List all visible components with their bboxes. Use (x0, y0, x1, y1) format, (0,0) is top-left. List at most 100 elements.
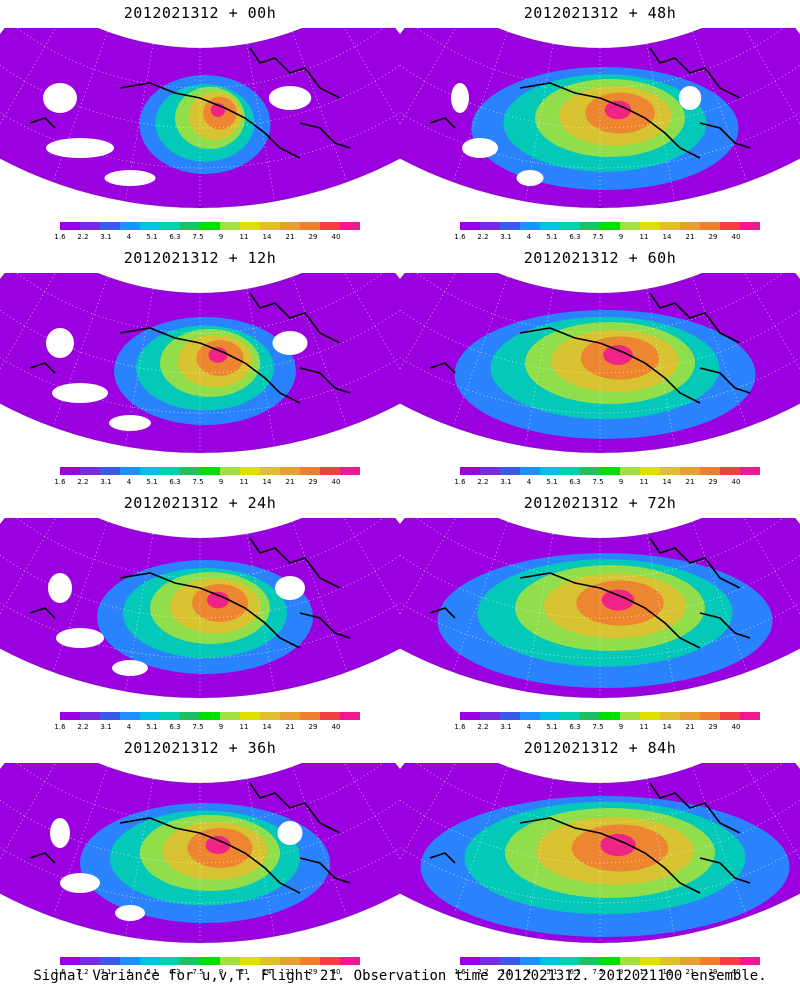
colorbar-swatch (660, 222, 680, 230)
map-outline (0, 28, 400, 209)
map-panel: 2012021312 + 48h 1.6 2.2 3.1 4 5.1 6.3 7.5 9 11 1… (400, 0, 800, 245)
graticule-meridian (0, 28, 66, 151)
coastline (29, 47, 351, 159)
colorbar-tick-label: 6.3 (169, 968, 181, 976)
colorbar-swatch (560, 222, 580, 230)
colorbar-tick-label: 6.3 (169, 723, 181, 731)
graticule-meridian (400, 763, 466, 886)
colorbar-tick-label: 9 (618, 723, 624, 731)
colorbar-swatch (180, 222, 200, 230)
colorbar-tick-label: 1.6 (454, 968, 466, 976)
colorbar-tick-label: 29 (708, 968, 718, 976)
colorbar-swatch (140, 712, 160, 720)
low-variance-patch (516, 170, 544, 186)
colorbar-swatch (540, 222, 560, 230)
colorbar-tick-label: 5.1 (146, 723, 158, 731)
colorbar-tick-label: 7.5 (592, 233, 604, 241)
low-variance-patch (109, 415, 151, 431)
colorbar-tick-label: 6.3 (569, 723, 581, 731)
colorbar-tick-label: 9 (618, 478, 624, 486)
colorbar-swatch (80, 957, 100, 965)
colorbar-swatch (320, 467, 340, 475)
graticule-parallel (400, 53, 800, 129)
colorbar-tick-label: 9 (218, 233, 224, 241)
colorbar-swatch (480, 712, 500, 720)
colorbar-tick-label: 6.3 (569, 478, 581, 486)
colorbar-tick-label: 4 (126, 233, 132, 241)
colorbar-tick-label: 1.6 (54, 968, 66, 976)
colorbar (460, 467, 760, 475)
colorbar-tick-label: 21 (285, 233, 295, 241)
low-variance-patch (46, 328, 74, 358)
colorbar-tick-label: 40 (331, 968, 341, 976)
colorbar-tick-label: 11 (239, 233, 249, 241)
colorbar-tick-label: 21 (285, 968, 295, 976)
colorbar-swatch (580, 222, 600, 230)
colorbar-swatch (520, 222, 540, 230)
colorbar-swatch (280, 467, 300, 475)
colorbar-tick-label: 1.6 (54, 233, 66, 241)
low-variance-patch (48, 573, 72, 603)
colorbar-swatch (720, 467, 740, 475)
colorbar-swatch (720, 957, 740, 965)
colorbar (60, 957, 360, 965)
low-variance-patch (268, 86, 312, 110)
colorbar-swatch (280, 712, 300, 720)
colorbar-swatch (220, 222, 240, 230)
coastline (429, 782, 751, 894)
colorbar-tick-label: 40 (331, 478, 341, 486)
colorbar-swatch (280, 957, 300, 965)
colorbar-swatch (120, 957, 140, 965)
colorbar-swatch (660, 957, 680, 965)
graticule-meridian (52, 276, 108, 428)
map-panel: 2012021312 + 36h 1.6 2.2 3.1 4 5.1 6.3 7.5 9 11 1… (0, 735, 400, 980)
colorbar-tick-label: 2.2 (477, 478, 489, 486)
colorbar-swatch (680, 957, 700, 965)
low-variance-patch (43, 83, 77, 113)
graticule-meridian (52, 31, 108, 183)
colorbar-swatch (520, 467, 540, 475)
colorbar-tick-label: 14 (262, 233, 272, 241)
colorbar-swatch (200, 957, 220, 965)
colorbar-swatch (680, 222, 700, 230)
variance-contour (208, 347, 228, 363)
colorbar-swatch (540, 712, 560, 720)
panel-title: 2012021312 + 12h (123, 249, 277, 267)
colorbar-swatch (340, 222, 360, 230)
colorbar-tick-label: 3.1 (500, 233, 512, 241)
colorbar-swatch (100, 467, 120, 475)
colorbar-swatch (100, 222, 120, 230)
low-variance-patch (451, 83, 469, 113)
variance-contour (207, 591, 229, 609)
coastline (429, 537, 751, 649)
colorbar-tick-label: 29 (708, 233, 718, 241)
colorbar-tick-label: 14 (662, 233, 672, 241)
colorbar-tick-label: 40 (731, 723, 741, 731)
colorbar-tick-label: 5.1 (546, 233, 558, 241)
variance-contour (600, 833, 636, 857)
colorbar-swatch (460, 957, 480, 965)
graticule-parallel (0, 543, 400, 619)
colorbar-swatch (120, 222, 140, 230)
graticule-meridian (452, 31, 508, 183)
colorbar-swatch (80, 712, 100, 720)
variance-field (0, 518, 400, 698)
low-variance-patch (52, 383, 108, 403)
panel-title: 2012021312 + 00h (123, 4, 277, 22)
variance-map (0, 273, 400, 454)
colorbar-tick-label: 5.1 (146, 478, 158, 486)
colorbar-swatch (140, 467, 160, 475)
colorbar (60, 222, 360, 230)
colorbar-tick-label: 40 (731, 968, 741, 976)
footer-caption: Signal Variance for u,v,T. Flight 21. Ob… (33, 968, 767, 984)
graticule-parallel (0, 788, 400, 864)
colorbar-swatch (740, 712, 760, 720)
colorbar-swatch (740, 957, 760, 965)
colorbar-tick-label: 2.2 (477, 233, 489, 241)
colorbar-swatch (260, 712, 280, 720)
coastline (29, 537, 351, 649)
colorbar-swatch (500, 467, 520, 475)
colorbar-swatch (260, 222, 280, 230)
low-variance-patch (60, 873, 100, 893)
colorbar-tick-label: 21 (285, 478, 295, 486)
